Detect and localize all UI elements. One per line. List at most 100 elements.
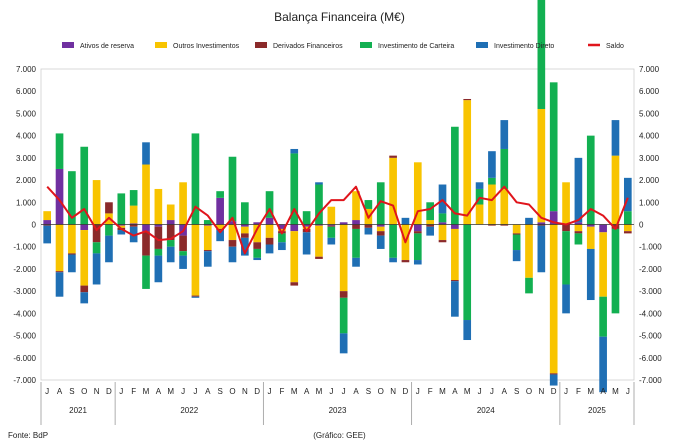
bar-segment	[327, 237, 336, 245]
x-tick-label: O	[526, 387, 532, 396]
y-tick-label-right: 7.000	[639, 65, 660, 74]
year-label: 2021	[69, 406, 87, 415]
bar-segment	[278, 242, 286, 251]
bar-segment	[154, 248, 163, 256]
bar-segment	[599, 232, 607, 297]
bar-segment	[179, 251, 187, 256]
bar-segment	[475, 188, 484, 205]
bar-segment	[203, 220, 212, 225]
bar-segment	[451, 126, 459, 225]
bar-segment	[166, 204, 175, 221]
bar-segment	[166, 240, 175, 247]
bar-segment	[488, 151, 496, 178]
year-label: 2024	[477, 406, 495, 415]
bar-segment	[463, 98, 472, 101]
credit-note: (Gráfico: GEE)	[313, 431, 366, 440]
bar-segment	[562, 182, 570, 225]
bar-segment	[253, 224, 262, 243]
bar-segment	[302, 232, 311, 255]
bar-segment	[438, 184, 447, 214]
year-label: 2022	[180, 406, 198, 415]
bar-segment	[228, 246, 237, 263]
x-tick-label: A	[353, 387, 359, 396]
bar-segment	[80, 230, 89, 286]
bar-segment	[574, 157, 583, 223]
bar-segment	[389, 257, 397, 263]
bar-segment	[500, 224, 509, 226]
x-tick-label: D	[106, 387, 112, 396]
y-tick-label-right: 0	[639, 221, 644, 230]
x-tick-label: J	[45, 387, 49, 396]
bar-segment	[339, 333, 348, 354]
y-tick-label-right: -2.000	[639, 265, 662, 274]
bar-segment	[253, 257, 262, 261]
bar-segment	[43, 225, 52, 244]
bar-segment	[265, 191, 274, 218]
bar-segment	[327, 224, 336, 226]
y-tick-label-left: -3.000	[13, 287, 36, 296]
bar-segment	[265, 224, 274, 238]
bar-segment	[339, 222, 348, 225]
bar-segment	[154, 188, 163, 225]
bar-segment	[413, 233, 422, 261]
x-tick-label: N	[538, 387, 544, 396]
bar-segment	[216, 191, 224, 198]
y-tick-label-right: -6.000	[639, 354, 662, 363]
bar-segment	[68, 254, 76, 273]
bar-segment	[191, 133, 200, 225]
bar-segment	[253, 222, 262, 225]
bar-segment	[352, 228, 360, 258]
bar-segment	[315, 224, 323, 226]
bar-segment	[426, 226, 434, 236]
x-tick-label: F	[576, 387, 581, 396]
x-tick-label: M	[316, 387, 323, 396]
x-tick-label: A	[304, 387, 310, 396]
bar-segment	[549, 82, 558, 212]
bar-segment	[549, 211, 558, 225]
bar-segment	[389, 224, 397, 258]
bar-segment	[142, 255, 150, 289]
legend-marker	[476, 42, 488, 48]
bar-segment	[623, 177, 632, 212]
bar-segment	[142, 142, 150, 165]
y-tick-label-right: -7.000	[639, 376, 662, 385]
x-tick-label: F	[279, 387, 284, 396]
bar-segment	[290, 231, 299, 283]
bar-segment	[315, 256, 323, 259]
x-tick-label: D	[551, 387, 557, 396]
bar-segment	[154, 224, 163, 227]
x-tick-label: N	[390, 387, 396, 396]
bar-segment	[191, 295, 200, 297]
bar-segment	[80, 292, 89, 304]
bar-segment	[500, 120, 509, 149]
bar-segment	[302, 226, 311, 229]
bar-segment	[80, 146, 89, 225]
x-tick-label: A	[452, 387, 458, 396]
bar-segment	[278, 228, 286, 232]
y-tick-label-left: 2.000	[16, 176, 37, 185]
saldo-line	[46, 185, 629, 255]
bar-segment	[586, 226, 595, 249]
y-tick-label-right: -4.000	[639, 309, 662, 318]
bar-segment	[253, 242, 262, 249]
x-tick-label: F	[428, 387, 433, 396]
bar-segment	[413, 231, 422, 234]
bar-segment	[228, 240, 237, 247]
bar-segment	[574, 222, 583, 225]
y-tick-label-right: -5.000	[639, 332, 662, 341]
y-tick-label-left: 1.000	[16, 198, 37, 207]
bar-segment	[241, 237, 249, 256]
bar-segment	[265, 237, 274, 245]
bar-segment	[55, 224, 64, 272]
bar-segment	[265, 244, 274, 254]
x-tick-label: M	[587, 387, 594, 396]
bar-segment	[401, 260, 410, 263]
bar-segment	[129, 223, 138, 225]
x-tick-label: M	[439, 387, 446, 396]
y-tick-label-left: -6.000	[13, 354, 36, 363]
x-tick-label: N	[94, 387, 100, 396]
bar-segment	[216, 228, 224, 231]
bar-segment	[401, 217, 410, 225]
bar-segment	[142, 224, 150, 232]
